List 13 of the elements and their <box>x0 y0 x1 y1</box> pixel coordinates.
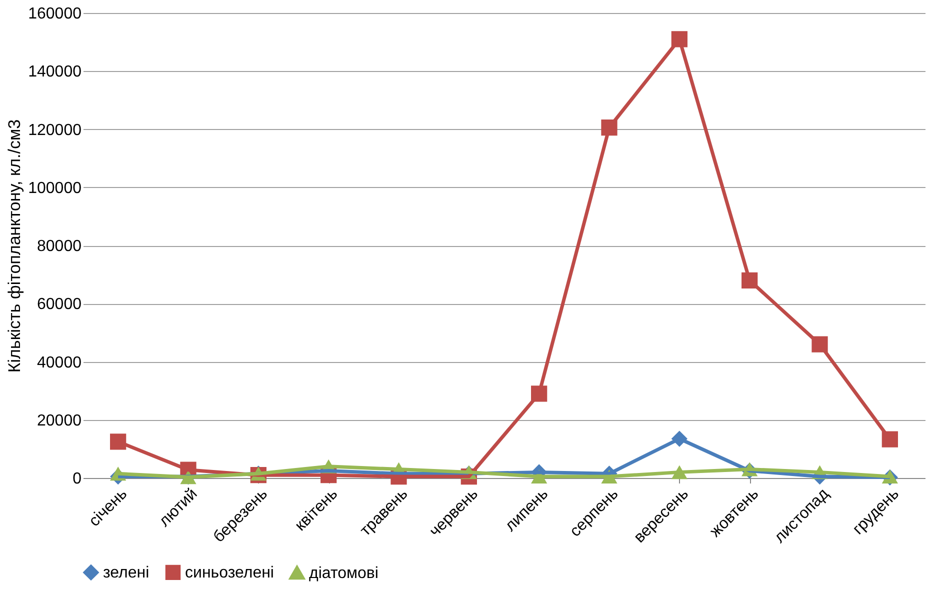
y-tick-label: 120000 <box>28 122 82 139</box>
legend-label: синьозелені <box>185 564 274 582</box>
y-tick-label: 0 <box>72 470 82 488</box>
y-tick-label: 80000 <box>37 238 82 255</box>
y-tick-label: 160000 <box>28 6 82 22</box>
legend-label: зелені <box>103 564 150 582</box>
legend-label: діатомові <box>309 564 378 582</box>
y-tick-label: 100000 <box>28 180 82 197</box>
y-tick-label: 20000 <box>37 412 82 430</box>
y-tick-label: 60000 <box>37 296 82 314</box>
y-axis-title: Кількість фітопланктону, кл./см3 <box>5 119 24 373</box>
y-tick-label: 40000 <box>37 354 82 372</box>
y-tick-label: 140000 <box>28 64 82 81</box>
